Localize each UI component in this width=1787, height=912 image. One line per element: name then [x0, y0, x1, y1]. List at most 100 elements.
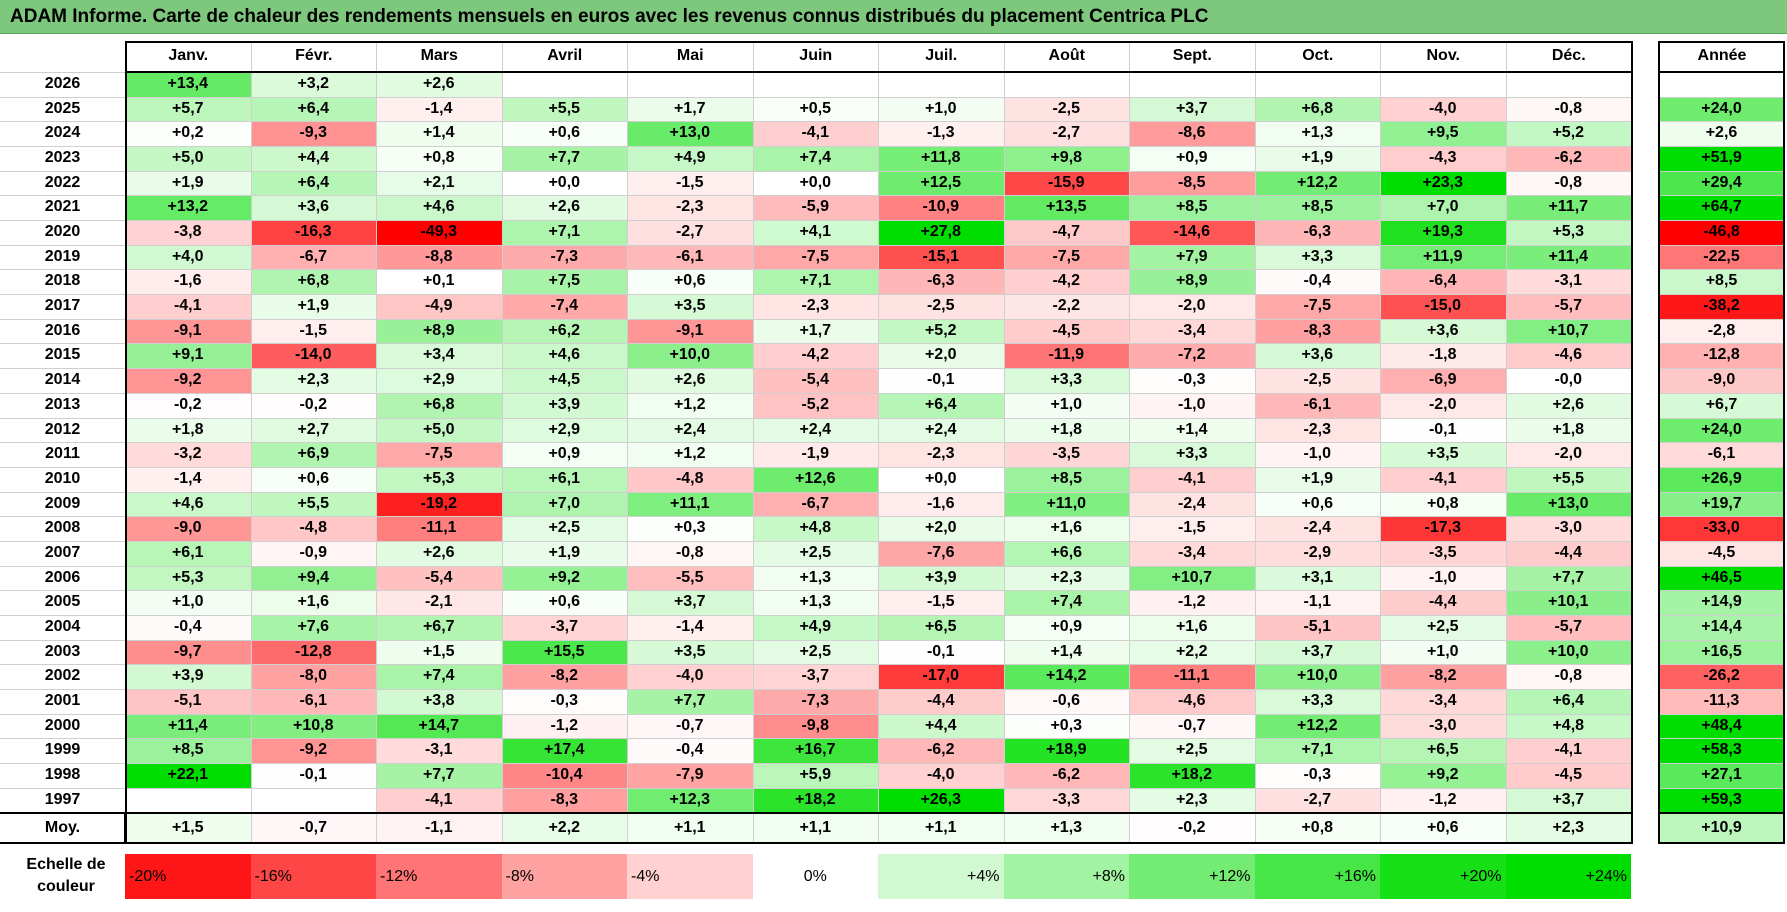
- heatmap-cell: +0,5: [752, 96, 878, 122]
- month-header: Mai: [627, 41, 753, 71]
- heatmap-cell: +4,8: [752, 516, 878, 541]
- heatmap-cell: +2,6: [501, 195, 627, 221]
- annual-cell: +27,1: [1658, 763, 1785, 788]
- heatmap-cell: -9,8: [752, 713, 878, 739]
- heatmap-cell: +1,9: [501, 540, 627, 566]
- row-year-label: 2004: [44, 617, 81, 635]
- heatmap-cell: +5,5: [250, 491, 376, 517]
- heatmap-cell: +2,1: [376, 170, 502, 196]
- heatmap-cell: +3,7: [1254, 639, 1380, 665]
- heatmap-cell: -4,2: [1003, 269, 1129, 295]
- heatmap-cell: -14,0: [250, 343, 376, 369]
- heatmap-cell: +1,3: [1254, 121, 1380, 147]
- row-year-label: 2015: [44, 346, 81, 364]
- heatmap-cell: -0,2: [250, 392, 376, 418]
- heatmap-cell: -7,5: [1003, 244, 1129, 270]
- heatmap-cell: +8,5: [1003, 466, 1129, 492]
- heatmap-cell: +7,1: [501, 220, 627, 245]
- grid-line: [0, 738, 1631, 740]
- row-year-label: 2001: [44, 692, 81, 709]
- heatmap-cell: -8,2: [1380, 664, 1506, 689]
- heatmap-cell: +7,7: [1505, 565, 1631, 591]
- heatmap-cell: -4,8: [250, 516, 376, 541]
- annual-cell: +59,3: [1658, 787, 1785, 813]
- heatmap-cell: +2,3: [1129, 787, 1255, 813]
- heatmap-cell: +9,5: [1380, 121, 1506, 147]
- heatmap-cell: -9,1: [627, 318, 753, 344]
- heatmap-cell: -3,4: [1380, 689, 1506, 714]
- heatmap-cell: -5,5: [627, 565, 753, 591]
- heatmap-cell: +6,8: [376, 392, 502, 418]
- row-year-label: 2007: [44, 543, 81, 561]
- heatmap-cell: +5,2: [878, 318, 1004, 344]
- heatmap-cell: -5,4: [752, 368, 878, 393]
- heatmap-cell: -1,5: [250, 318, 376, 344]
- grid-line: [1658, 318, 1785, 320]
- grid-line: [250, 41, 252, 843]
- heatmap-cell: +3,7: [1129, 96, 1255, 122]
- heatmap-cell: +1,9: [125, 170, 251, 196]
- color-scale-step: -8%: [501, 854, 627, 899]
- heatmap-cell: +1,6: [250, 590, 376, 615]
- row-year-label: 2013: [44, 395, 81, 413]
- heatmap-cell: +0,0: [878, 466, 1004, 492]
- heatmap-cell: +1,7: [752, 318, 878, 344]
- month-header: Avril: [501, 41, 628, 71]
- heatmap-cell: +2,4: [627, 417, 753, 443]
- heatmap-cell: +6,9: [250, 442, 376, 467]
- heatmap-cell: -0,1: [878, 639, 1004, 665]
- heatmap-cell: -11,1: [376, 516, 502, 541]
- heatmap-cell: -6,7: [250, 244, 376, 270]
- annual-cell: -4,5: [1658, 540, 1785, 566]
- heatmap-cell: -4,6: [1505, 343, 1631, 369]
- grid-line: [1658, 269, 1785, 271]
- grid-line: [752, 41, 754, 843]
- average-cell: +1,1: [627, 814, 753, 843]
- average-bottom: [0, 842, 125, 845]
- row-year-label: 2009: [44, 494, 81, 512]
- heatmap-cell: +1,0: [125, 590, 251, 615]
- row-year-label: 2002: [44, 667, 81, 685]
- heatmap-cell: -5,7: [1505, 294, 1631, 319]
- grid-line: [1658, 689, 1785, 690]
- heatmap-cell: -4,5: [1003, 318, 1129, 344]
- heatmap-cell: +12,2: [1254, 713, 1380, 739]
- heatmap-cell: -1,6: [125, 269, 251, 295]
- heatmap-cell: -7,2: [1129, 343, 1255, 369]
- heatmap-cell: -1,4: [627, 614, 753, 640]
- heatmap-cell: -3,0: [1505, 516, 1631, 541]
- row-year-label: 2018: [44, 272, 81, 290]
- heatmap-cell: +18,9: [1003, 738, 1129, 764]
- grid-line: [1658, 121, 1785, 123]
- annual-cell: [1658, 72, 1785, 97]
- color-scale-step: +16%: [1254, 854, 1380, 899]
- heatmap-cell: -2,4: [1254, 516, 1380, 541]
- heatmap-cell: +12,5: [878, 170, 1004, 196]
- grid-line: [1658, 763, 1785, 765]
- month-header: Oct.: [1254, 41, 1381, 71]
- color-scale-step: +8%: [1003, 854, 1129, 899]
- annual-cell: +19,7: [1658, 491, 1785, 517]
- heatmap-cell: +1,0: [1003, 392, 1129, 418]
- heatmap-cell: +13,2: [125, 195, 251, 221]
- grid-line: [501, 41, 503, 843]
- heatmap-cell: +9,4: [250, 565, 376, 591]
- heatmap-cell: +5,7: [125, 96, 251, 122]
- heatmap-cell: -0,6: [1003, 689, 1129, 714]
- heatmap-cell: +2,0: [878, 516, 1004, 541]
- year-column-header: Année: [1658, 41, 1785, 71]
- heatmap-cell: +2,4: [752, 417, 878, 443]
- average-cell: -0,2: [1129, 814, 1255, 843]
- grid-line: [627, 41, 628, 843]
- heatmap-cell: +1,4: [376, 121, 502, 147]
- heatmap-cell: +5,9: [752, 763, 878, 788]
- row-year-label: 2006: [44, 568, 81, 586]
- month-header: Déc.: [1505, 41, 1632, 71]
- heatmap-cell: -4,0: [1380, 96, 1506, 122]
- heatmap-cell: +1,8: [1505, 417, 1631, 443]
- heatmap-cell: +6,1: [501, 466, 627, 492]
- heatmap-cell: -8,3: [1254, 318, 1380, 344]
- heatmap-cell: [1505, 72, 1631, 97]
- heatmap-cell: -17,0: [878, 664, 1004, 689]
- row-year-label: 2010: [44, 469, 81, 487]
